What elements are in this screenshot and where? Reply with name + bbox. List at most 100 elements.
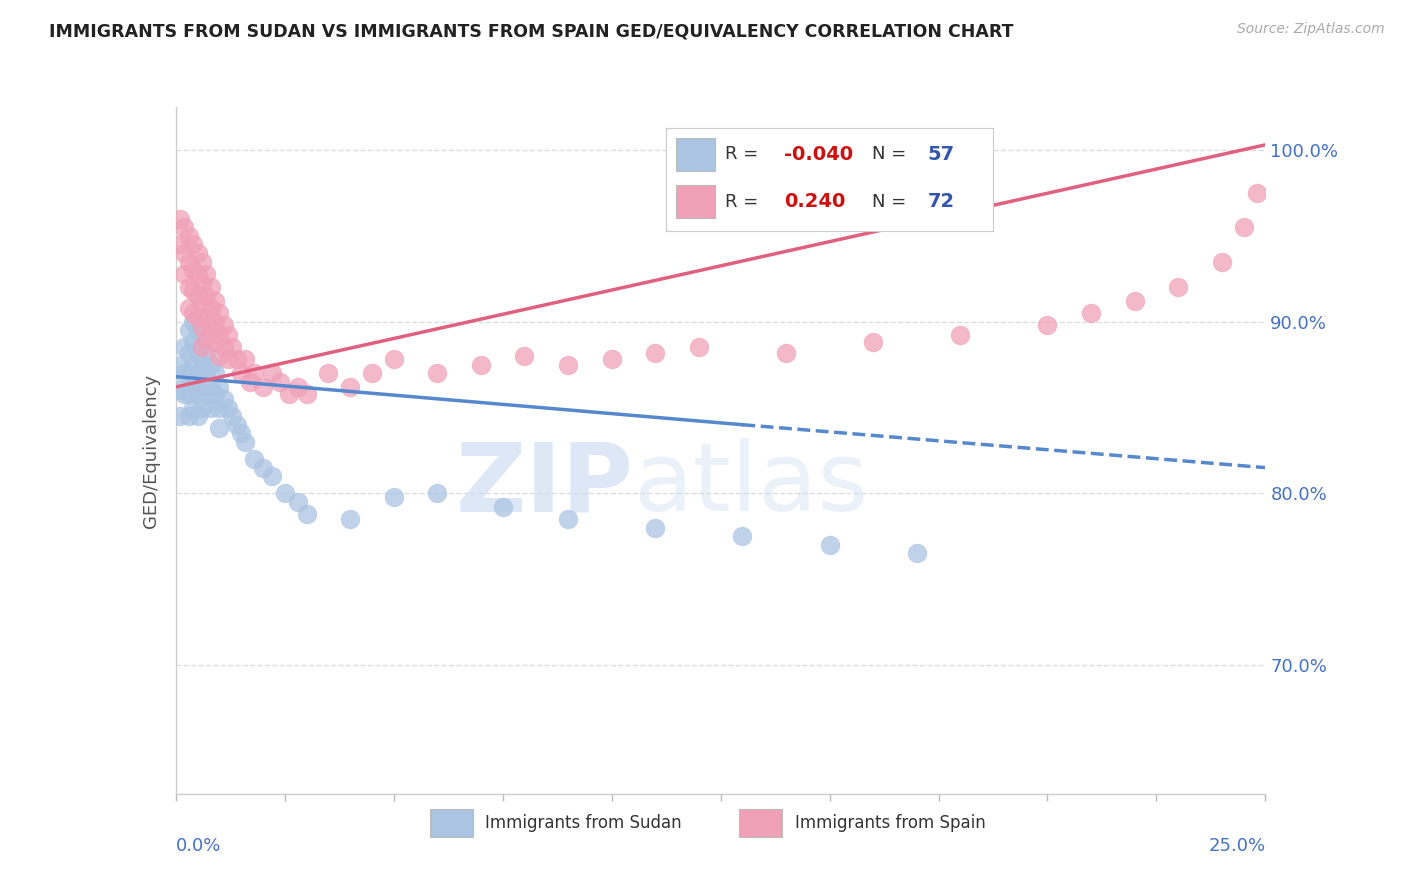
- Point: [191, 340, 214, 354]
- Point: [195, 366, 218, 380]
- Point: [173, 340, 195, 354]
- Y-axis label: GED/Equivalency: GED/Equivalency: [142, 374, 160, 527]
- Point: [225, 417, 247, 432]
- Point: [339, 380, 361, 394]
- Point: [260, 366, 283, 380]
- Point: [212, 318, 235, 332]
- Point: [195, 345, 218, 359]
- Point: [287, 380, 309, 394]
- Point: [225, 352, 247, 367]
- Point: [360, 366, 382, 380]
- Point: [644, 345, 666, 359]
- Text: 72: 72: [928, 193, 955, 211]
- Point: [949, 328, 972, 343]
- Point: [186, 246, 209, 260]
- Point: [191, 319, 214, 334]
- Point: [208, 328, 231, 343]
- Point: [731, 529, 754, 543]
- Point: [191, 297, 214, 311]
- Point: [181, 358, 204, 372]
- Point: [177, 254, 200, 268]
- Point: [173, 220, 195, 235]
- Point: [181, 401, 204, 415]
- Point: [186, 289, 209, 303]
- Text: -0.040: -0.040: [783, 145, 853, 164]
- Point: [200, 380, 222, 394]
- Text: N =: N =: [872, 145, 912, 163]
- Text: atlas: atlas: [633, 438, 869, 532]
- Point: [181, 306, 204, 320]
- Point: [177, 386, 200, 401]
- Point: [173, 386, 195, 401]
- Point: [217, 352, 239, 367]
- Text: IMMIGRANTS FROM SUDAN VS IMMIGRANTS FROM SPAIN GED/EQUIVALENCY CORRELATION CHART: IMMIGRANTS FROM SUDAN VS IMMIGRANTS FROM…: [49, 22, 1014, 40]
- Point: [269, 375, 291, 389]
- Point: [221, 409, 243, 424]
- Point: [173, 366, 195, 380]
- Point: [239, 375, 262, 389]
- Point: [200, 301, 222, 315]
- Point: [382, 352, 405, 367]
- Point: [274, 486, 297, 500]
- Point: [235, 434, 257, 449]
- Point: [200, 323, 222, 337]
- Point: [775, 345, 797, 359]
- Point: [195, 386, 218, 401]
- Point: [1167, 280, 1189, 294]
- FancyBboxPatch shape: [676, 186, 716, 219]
- Point: [212, 340, 235, 354]
- Point: [177, 409, 200, 424]
- Point: [195, 311, 218, 326]
- Point: [204, 294, 226, 309]
- Point: [177, 366, 200, 380]
- Point: [231, 366, 253, 380]
- Point: [243, 366, 266, 380]
- Point: [426, 366, 449, 380]
- Point: [382, 490, 405, 504]
- Text: R =: R =: [725, 145, 763, 163]
- Point: [177, 228, 200, 243]
- Point: [195, 332, 218, 346]
- Text: 0.240: 0.240: [783, 193, 845, 211]
- Point: [470, 358, 492, 372]
- Point: [186, 386, 209, 401]
- Point: [191, 358, 214, 372]
- Point: [169, 237, 191, 252]
- Point: [191, 254, 214, 268]
- Point: [208, 349, 231, 363]
- Point: [181, 315, 204, 329]
- Point: [905, 546, 928, 561]
- Point: [217, 328, 239, 343]
- Point: [177, 323, 200, 337]
- Text: Immigrants from Spain: Immigrants from Spain: [794, 814, 986, 832]
- Point: [644, 521, 666, 535]
- Point: [208, 421, 231, 435]
- Text: 25.0%: 25.0%: [1208, 837, 1265, 855]
- Point: [200, 401, 222, 415]
- Point: [1036, 318, 1059, 332]
- Point: [181, 263, 204, 277]
- Text: N =: N =: [872, 193, 912, 211]
- Point: [318, 366, 340, 380]
- Text: Source: ZipAtlas.com: Source: ZipAtlas.com: [1237, 22, 1385, 37]
- Point: [235, 352, 257, 367]
- Point: [287, 495, 309, 509]
- Point: [208, 306, 231, 320]
- Point: [217, 401, 239, 415]
- Point: [818, 538, 841, 552]
- Text: Immigrants from Sudan: Immigrants from Sudan: [485, 814, 682, 832]
- Point: [181, 335, 204, 350]
- Point: [169, 358, 191, 372]
- Point: [557, 358, 579, 372]
- Point: [173, 267, 195, 281]
- Point: [181, 380, 204, 394]
- Point: [557, 512, 579, 526]
- Point: [186, 323, 209, 337]
- Point: [200, 358, 222, 372]
- Point: [208, 380, 231, 394]
- Point: [186, 366, 209, 380]
- Point: [339, 512, 361, 526]
- Point: [181, 284, 204, 298]
- Point: [1080, 306, 1102, 320]
- Point: [186, 267, 209, 281]
